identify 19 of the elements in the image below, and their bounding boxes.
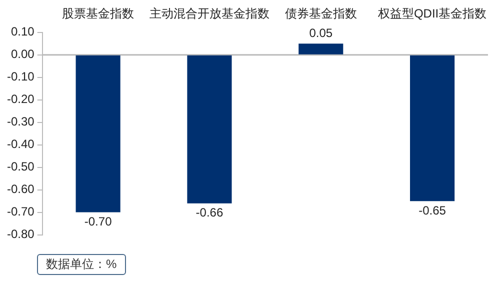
y-tick-label: -0.50 xyxy=(6,160,35,174)
y-tick-label: -0.20 xyxy=(6,92,35,106)
y-tick-label: -0.80 xyxy=(6,227,35,242)
y-tick-label: 0.10 xyxy=(10,24,35,39)
x-tick-label: 债券基金指数 xyxy=(284,6,357,21)
x-tick-label: 股票基金指数 xyxy=(62,6,134,21)
data-label: -0.70 xyxy=(84,214,112,229)
y-tick-label: 0.00 xyxy=(10,47,35,62)
data-label: -0.66 xyxy=(196,206,224,220)
data-label: -0.65 xyxy=(418,203,446,218)
data-label: 0.05 xyxy=(309,26,333,40)
y-tick-label: -0.30 xyxy=(6,114,35,129)
text: 数据单位：% xyxy=(37,254,126,275)
x-tick-label: 主动混合开放基金指数 xyxy=(149,6,270,21)
x-tick-label: 权益型QDII基金指数 xyxy=(376,6,487,21)
y-tick-label: -0.40 xyxy=(6,137,35,152)
y-tick-label: -0.10 xyxy=(6,70,35,84)
y-tick-label: -0.70 xyxy=(6,204,35,219)
y-tick-label: -0.60 xyxy=(6,182,35,196)
